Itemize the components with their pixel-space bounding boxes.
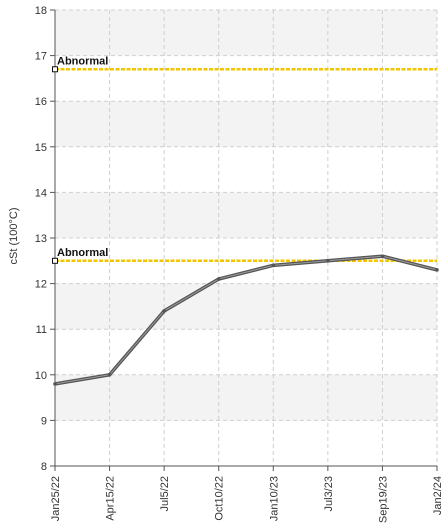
x-tick-label-5: Jul3/23 <box>323 476 335 511</box>
y-tick-label-8: 8 <box>41 461 47 473</box>
vertical-gridlines <box>54 10 438 471</box>
x-tick-label-1: Apr15/22 <box>105 476 117 521</box>
x-tick-label-6: Sep19/23 <box>377 476 389 523</box>
band-15 <box>55 101 437 147</box>
band-9 <box>55 374 437 421</box>
x-tick-label-7: Jan2/24 <box>432 476 442 515</box>
y-tick-labels: 8 9 10 11 12 13 14 15 16 17 18 <box>35 5 47 473</box>
y-tick-label-10: 10 <box>35 370 47 382</box>
data-point-0-2 <box>162 309 166 313</box>
x-tick-label-4: Jan10/23 <box>268 476 280 521</box>
background-bands <box>55 10 437 421</box>
threshold-lines: Abnormal Abnormal <box>52 55 437 264</box>
data-point-0-6 <box>380 254 385 259</box>
data-series <box>53 254 439 386</box>
y-tick-label-12: 12 <box>35 279 47 291</box>
y-tick-label-17: 17 <box>35 51 47 63</box>
threshold-marker-1 <box>52 257 58 264</box>
data-point-0-3 <box>216 277 221 281</box>
horizontal-gridlines <box>50 9 437 467</box>
data-point-0-7 <box>435 268 439 272</box>
y-tick-label-16: 16 <box>35 96 47 108</box>
band-11 <box>55 283 437 330</box>
y-axis-label: cSt (100°C) <box>8 208 20 265</box>
threshold-label-1: Abnormal <box>57 247 108 259</box>
y-tick-label-18: 18 <box>35 5 47 17</box>
x-tick-label-0: Jan25/22 <box>50 476 62 521</box>
y-tick-label-15: 15 <box>35 142 47 154</box>
data-point-0-5 <box>326 259 330 263</box>
y-tick-label-9: 9 <box>41 415 47 427</box>
threshold-marker-0 <box>52 66 58 73</box>
data-point-0-4 <box>271 263 276 268</box>
series-line-highlight-0 <box>54 255 438 385</box>
x-tick-labels: Jan25/22 Apr15/22 Jul5/22 Oct10/22 Jan10/23 J… <box>50 476 442 523</box>
axes <box>54 10 437 467</box>
data-point-0-0 <box>53 382 57 386</box>
x-tick-label-3: Oct10/22 <box>214 476 226 521</box>
data-point-0-1 <box>107 373 112 377</box>
band-13 <box>55 192 437 238</box>
y-tick-label-14: 14 <box>35 187 47 199</box>
band-17 <box>55 10 437 56</box>
threshold-label-0: Abnormal <box>57 55 108 67</box>
y-tick-label-13: 13 <box>35 233 47 245</box>
y-tick-label-11: 11 <box>36 324 47 336</box>
x-tick-label-2: Jul5/22 <box>159 476 171 511</box>
